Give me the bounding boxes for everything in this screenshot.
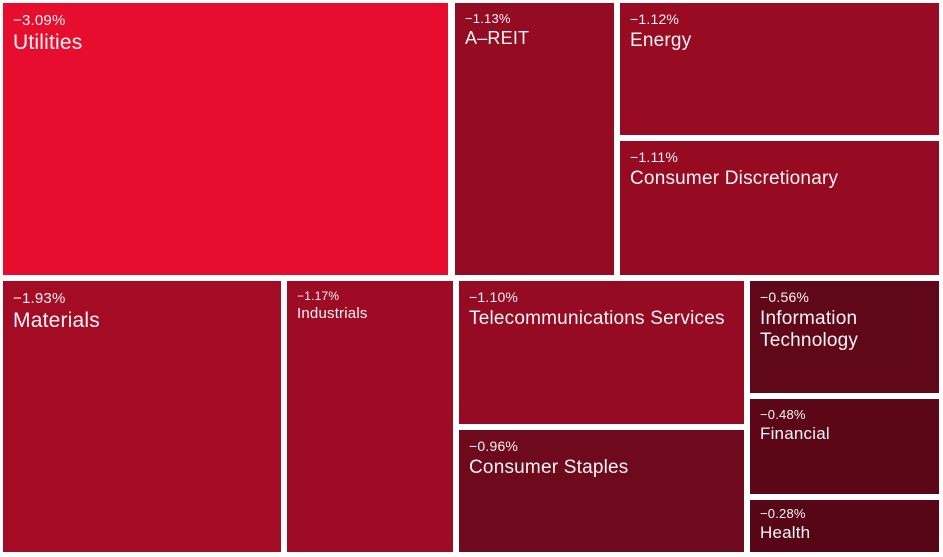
- tile-change-value: −1.10%: [469, 289, 519, 305]
- treemap-tile-materials[interactable]: −1.93% Materials: [3, 281, 281, 552]
- tile-sector-label: Industrials: [297, 304, 368, 322]
- tile-sector-label: Information Technology: [760, 307, 859, 351]
- treemap-tile-utilities[interactable]: −3.09% Utilities: [3, 3, 448, 275]
- treemap-tile-information-technology[interactable]: −0.56% Information Technology: [750, 281, 939, 393]
- treemap-tile-industrials[interactable]: −1.17% Industrials: [287, 281, 453, 552]
- tile-change-value: −3.09%: [13, 12, 66, 29]
- tile-change-value: −1.13%: [465, 11, 511, 26]
- treemap-tile-consumer-staples[interactable]: −0.96% Consumer Staples: [459, 430, 744, 552]
- treemap-tile-consumer-discretionary[interactable]: −1.11% Consumer Discretionary: [620, 141, 939, 275]
- treemap-tile-financial[interactable]: −0.48% Financial: [750, 399, 939, 494]
- treemap-tile-health[interactable]: −0.28% Health: [750, 500, 939, 552]
- tile-sector-label: Consumer Discretionary: [630, 167, 839, 189]
- tile-sector-label: Energy: [630, 29, 692, 51]
- tile-sector-label: Telecommunications Services: [469, 307, 725, 329]
- tile-change-value: −1.12%: [630, 11, 680, 27]
- tile-sector-label: Financial: [760, 424, 830, 444]
- treemap-tile-telecommunications-services[interactable]: −1.10% Telecommunications Services: [459, 281, 744, 424]
- tile-change-value: −0.28%: [760, 506, 806, 521]
- tile-change-value: −1.93%: [13, 290, 66, 307]
- tile-sector-label: Materials: [13, 309, 100, 332]
- treemap-tile-energy[interactable]: −1.12% Energy: [620, 3, 939, 135]
- tile-change-value: −0.96%: [469, 438, 519, 454]
- tile-sector-label: Utilities: [13, 31, 83, 54]
- tile-sector-label: Health: [760, 523, 811, 543]
- tile-change-value: −1.17%: [297, 289, 340, 303]
- tile-sector-label: Consumer Staples: [469, 456, 629, 478]
- treemap-tile-a-reit[interactable]: −1.13% A–REIT: [455, 3, 614, 275]
- tile-change-value: −0.48%: [760, 407, 806, 422]
- tile-change-value: −0.56%: [760, 289, 810, 305]
- tile-sector-label: A–REIT: [465, 28, 530, 49]
- tile-change-value: −1.11%: [630, 149, 679, 165]
